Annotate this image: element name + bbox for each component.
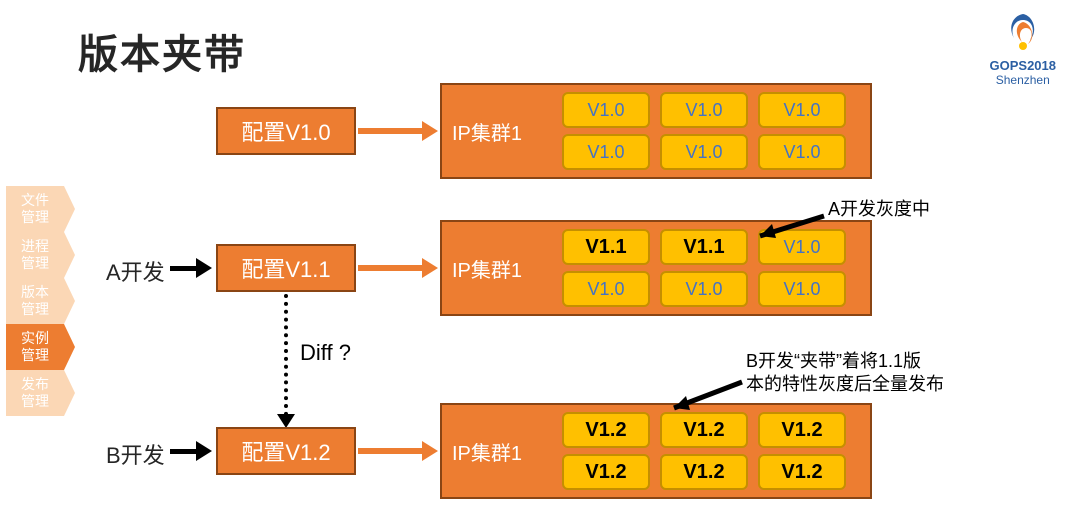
- sidebar-item-process[interactable]: 进程 管理: [6, 232, 64, 278]
- annotation-a-dev: A开发灰度中: [828, 198, 930, 221]
- cell: V1.0: [758, 134, 846, 170]
- sidebar-item-instance[interactable]: 实例 管理: [6, 324, 64, 370]
- config-v12-box: 配置V1.2: [216, 427, 356, 475]
- sidebar-item-version[interactable]: 版本 管理: [6, 278, 64, 324]
- cell: V1.0: [562, 92, 650, 128]
- config-v11-box: 配置V1.1: [216, 244, 356, 292]
- cell: V1.1: [562, 229, 650, 265]
- diff-dotted-line: [284, 294, 288, 416]
- diff-label: Diff ?: [300, 340, 351, 366]
- cell: V1.2: [758, 412, 846, 448]
- sidebar-item-file[interactable]: 文件 管理: [6, 186, 64, 232]
- cell: V1.1: [660, 229, 748, 265]
- cell: V1.2: [562, 412, 650, 448]
- sidebar-item-publish[interactable]: 发布 管理: [6, 370, 64, 416]
- annotation-b-dev: B开发“夹带”着将1.1版 本的特性灰度后全量发布: [746, 350, 944, 395]
- cluster-1c-label: IP集群1: [452, 437, 562, 466]
- logo-swirl-icon: [1000, 10, 1046, 56]
- logo-line2: Shenzhen: [990, 73, 1057, 87]
- cell: V1.0: [660, 92, 748, 128]
- annotation-a-arrow: [744, 206, 828, 244]
- page-title: 版本夹带: [78, 22, 246, 80]
- cell: V1.0: [660, 134, 748, 170]
- cell: V1.0: [758, 271, 846, 307]
- cell: V1.2: [660, 412, 748, 448]
- event-logo: GOPS2018 Shenzhen: [990, 10, 1057, 87]
- label-b-dev: B开发: [106, 438, 165, 470]
- annotation-b-arrow: [656, 374, 748, 416]
- cell: V1.2: [562, 454, 650, 490]
- cluster-1c-cells: V1.2 V1.2 V1.2 V1.2 V1.2 V1.2: [562, 412, 846, 490]
- config-v10-box: 配置V1.0: [216, 107, 356, 155]
- diff-arrow-head: [277, 414, 295, 428]
- cell: V1.0: [660, 271, 748, 307]
- cell: V1.2: [660, 454, 748, 490]
- cluster-1a-label: IP集群1: [452, 117, 562, 146]
- cell: V1.0: [562, 134, 650, 170]
- cell: V1.0: [758, 92, 846, 128]
- logo-line1: GOPS2018: [990, 58, 1057, 73]
- cluster-1a-cells: V1.0 V1.0 V1.0 V1.0 V1.0 V1.0: [562, 92, 846, 170]
- sidebar-nav: 文件 管理 进程 管理 版本 管理 实例 管理 发布 管理: [6, 186, 64, 416]
- cell: V1.2: [758, 454, 846, 490]
- cell: V1.0: [562, 271, 650, 307]
- cluster-1b-label: IP集群1: [452, 254, 562, 283]
- cluster-1c: IP集群1 V1.2 V1.2 V1.2 V1.2 V1.2 V1.2: [440, 403, 872, 499]
- label-a-dev: A开发: [106, 255, 165, 287]
- cluster-1a: IP集群1 V1.0 V1.0 V1.0 V1.0 V1.0 V1.0: [440, 83, 872, 179]
